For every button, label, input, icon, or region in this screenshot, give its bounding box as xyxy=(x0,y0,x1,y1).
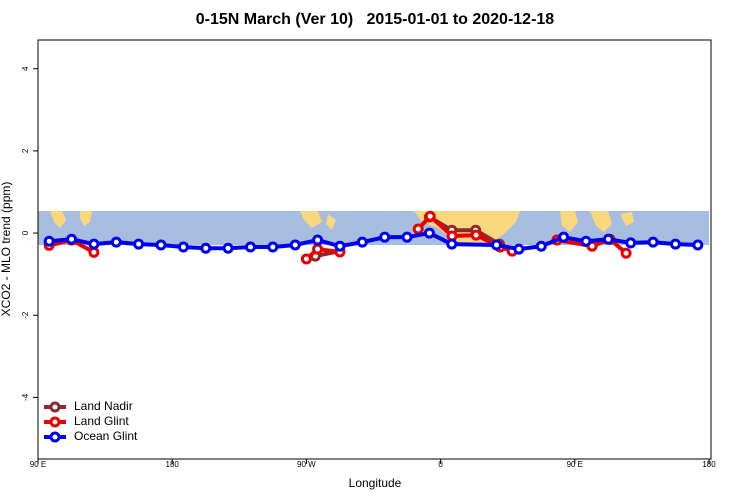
data-point xyxy=(267,241,279,253)
data-point xyxy=(155,239,167,251)
series xyxy=(43,227,704,255)
data-point xyxy=(177,241,189,253)
legend-marker xyxy=(49,431,61,443)
data-point xyxy=(334,240,346,252)
data-point xyxy=(244,241,256,253)
data-point xyxy=(289,239,301,251)
plot-frame xyxy=(37,39,712,460)
land xyxy=(50,211,634,245)
y-axis-label: XCO2 - MLO trend (ppm) xyxy=(0,182,13,317)
data-point xyxy=(312,243,324,255)
data-point xyxy=(133,238,145,250)
data-point xyxy=(535,240,547,252)
x-axis-label: Longitude xyxy=(349,476,402,490)
legend-marker xyxy=(49,416,61,428)
data-point xyxy=(446,238,458,250)
data-point xyxy=(300,253,312,265)
x-tick-label: 90 E xyxy=(30,460,46,469)
x-tick-label: 180 xyxy=(702,460,716,469)
data-point xyxy=(379,231,391,243)
legend-marker xyxy=(49,401,61,413)
y-tick-label: 0 xyxy=(21,230,30,235)
legend-label: Ocean Glint xyxy=(74,429,138,443)
data-point xyxy=(222,242,234,254)
data-point xyxy=(88,238,100,250)
data-point xyxy=(620,247,632,259)
data-point xyxy=(423,227,435,239)
data-point xyxy=(412,223,424,235)
data-point xyxy=(558,231,570,243)
x-tick-label: 0 xyxy=(438,460,443,469)
x-tick-label: 90 W xyxy=(297,460,316,469)
y-tick-label: -4 xyxy=(21,393,30,401)
y-tick-label: 2 xyxy=(21,148,30,153)
series-line xyxy=(556,237,628,255)
data-point xyxy=(669,238,681,250)
data-point xyxy=(43,235,55,247)
data-point xyxy=(401,231,413,243)
data-point xyxy=(110,236,122,248)
data-point xyxy=(66,233,78,245)
data-point xyxy=(602,233,614,245)
data-point xyxy=(580,235,592,247)
data-point xyxy=(356,236,368,248)
data-point xyxy=(312,234,324,246)
data-point xyxy=(625,237,637,249)
data-point xyxy=(470,229,482,241)
x-tick-label: 90 E xyxy=(567,460,583,469)
data-point xyxy=(424,210,436,222)
data-point xyxy=(200,242,212,254)
legend-label: Land Glint xyxy=(74,414,129,428)
data-point xyxy=(647,236,659,248)
data-point xyxy=(692,239,704,251)
chart-title: 0-15N March (Ver 10) 2015-01-01 to 2020-… xyxy=(196,11,555,28)
data-point xyxy=(513,243,525,255)
legend-label: Land Nadir xyxy=(74,399,133,413)
data-point xyxy=(491,239,503,251)
y-tick-label: -2 xyxy=(21,311,30,319)
y-tick-label: 4 xyxy=(21,66,30,71)
x-tick-label: 180 xyxy=(166,460,180,469)
